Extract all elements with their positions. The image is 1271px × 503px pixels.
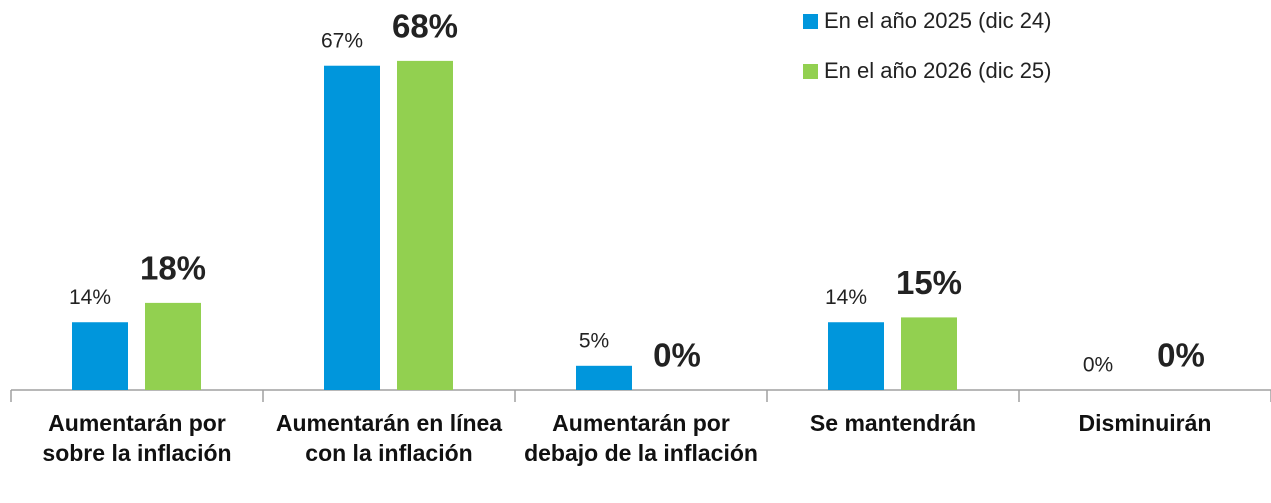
value-label: 14% [69, 286, 111, 309]
bar [397, 60, 453, 390]
bar [145, 302, 201, 390]
bar [324, 65, 380, 390]
x-tick-label: Aumentarán por sobre la inflación [42, 410, 232, 466]
x-tick-label: Aumentarán en línea con la inflación [275, 410, 503, 466]
value-label: 0% [1157, 337, 1205, 374]
value-label: 14% [825, 286, 867, 309]
bar [72, 322, 128, 390]
x-tick-label: Disminuirán [1078, 410, 1212, 436]
x-tick-label: Se mantendrán [809, 410, 977, 436]
legend-label: En el año 2026 (dic 25) [824, 58, 1052, 83]
legend-label: En el año 2025 (dic 24) [824, 8, 1052, 33]
value-label: 0% [653, 337, 701, 374]
value-label: 18% [140, 250, 206, 287]
value-label: 15% [896, 264, 962, 301]
bar [576, 365, 632, 390]
value-label: 68% [392, 8, 458, 45]
value-label: 0% [1083, 354, 1113, 377]
value-label: 5% [579, 329, 609, 352]
bar [828, 322, 884, 390]
legend-swatch [803, 14, 818, 29]
x-tick-label: Aumentarán por debajo de la inflación [524, 410, 758, 466]
bar [901, 317, 957, 390]
legend-swatch [803, 64, 818, 79]
value-label: 67% [321, 29, 363, 52]
